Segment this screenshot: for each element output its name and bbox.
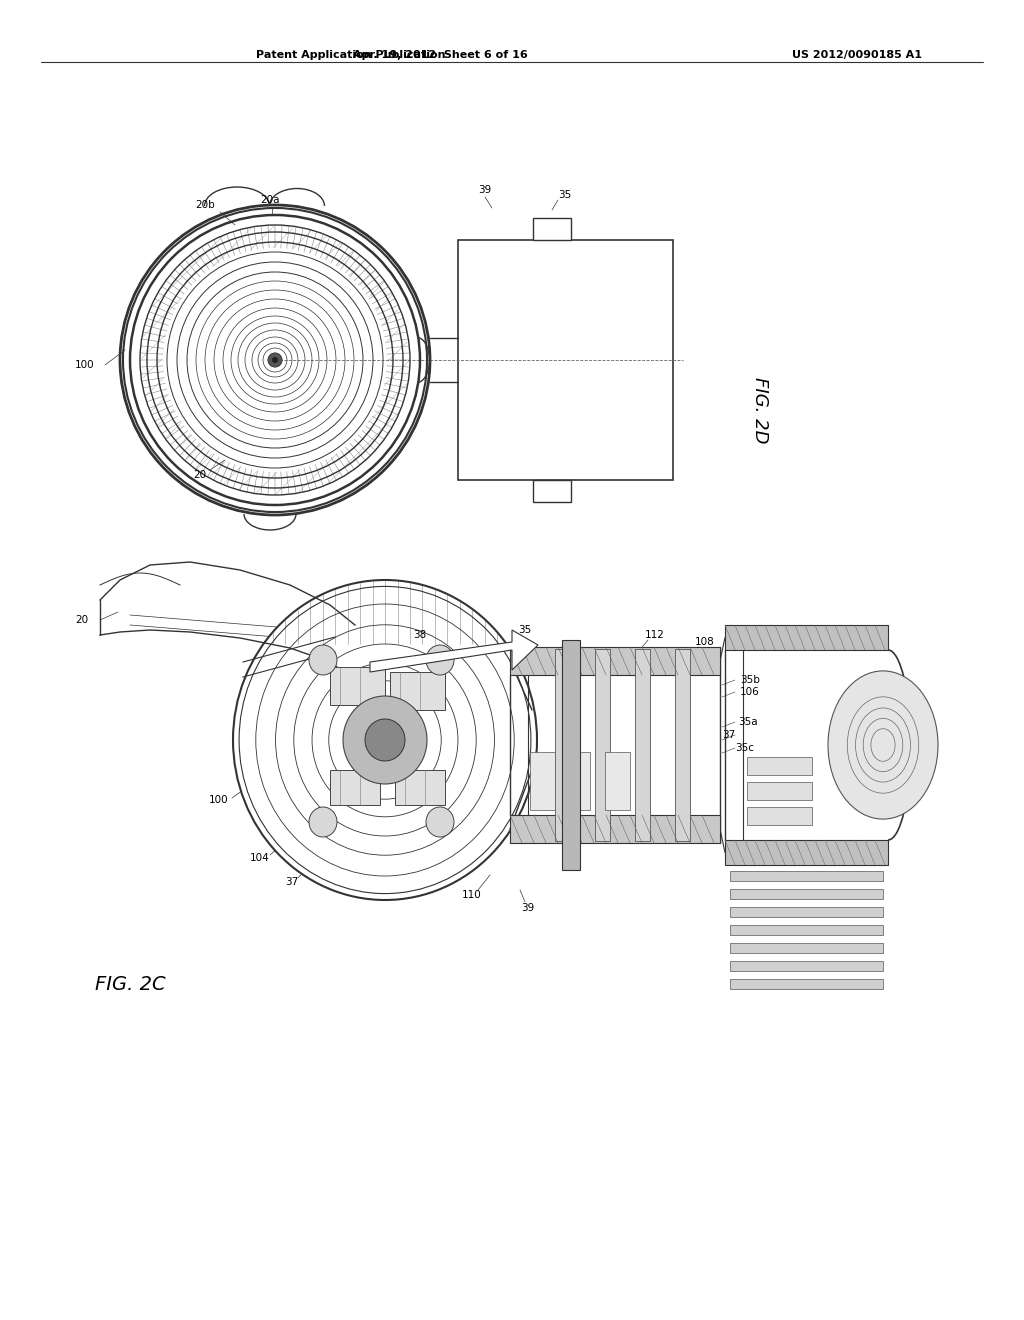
Text: 20a: 20a: [260, 195, 280, 205]
Ellipse shape: [828, 671, 938, 820]
Text: 35: 35: [558, 190, 571, 201]
Ellipse shape: [309, 645, 337, 675]
Bar: [746, 756, 812, 775]
Text: 35c: 35c: [735, 743, 754, 752]
Bar: [562, 640, 580, 870]
Bar: [510, 814, 720, 843]
Ellipse shape: [426, 807, 454, 837]
Bar: [730, 888, 883, 899]
Bar: [390, 672, 445, 710]
Text: 35: 35: [518, 624, 531, 635]
Text: 110: 110: [462, 890, 482, 900]
Text: 106: 106: [740, 686, 760, 697]
Bar: [534, 218, 571, 240]
Bar: [530, 751, 555, 810]
Bar: [725, 840, 888, 865]
Bar: [458, 240, 673, 480]
Text: 108: 108: [695, 638, 715, 647]
Text: 35a: 35a: [738, 717, 758, 727]
Bar: [725, 624, 888, 649]
Bar: [330, 667, 385, 705]
Text: 38: 38: [414, 630, 427, 640]
Bar: [635, 649, 650, 841]
Circle shape: [120, 205, 430, 515]
Bar: [730, 925, 883, 935]
Bar: [730, 961, 883, 972]
Text: 104: 104: [250, 853, 270, 863]
Bar: [595, 649, 610, 841]
Bar: [746, 807, 812, 825]
Bar: [330, 770, 380, 805]
Text: Apr. 19, 2012  Sheet 6 of 16: Apr. 19, 2012 Sheet 6 of 16: [353, 50, 527, 59]
Ellipse shape: [233, 579, 537, 900]
Ellipse shape: [365, 719, 406, 762]
Bar: [555, 649, 570, 841]
Bar: [675, 649, 690, 841]
Bar: [510, 647, 720, 675]
Bar: [605, 751, 630, 810]
Bar: [565, 751, 590, 810]
Text: 20b: 20b: [196, 201, 215, 210]
Text: 39: 39: [478, 185, 492, 195]
Bar: [395, 770, 445, 805]
Bar: [730, 871, 883, 880]
Polygon shape: [370, 630, 538, 672]
Text: 112: 112: [645, 630, 665, 640]
Ellipse shape: [426, 645, 454, 675]
Text: 35b: 35b: [740, 675, 760, 685]
Text: 39: 39: [521, 903, 535, 913]
Circle shape: [272, 356, 278, 363]
Text: 100: 100: [208, 795, 228, 805]
Bar: [730, 979, 883, 989]
Text: Patent Application Publication: Patent Application Publication: [256, 50, 445, 59]
Text: 37: 37: [722, 730, 735, 741]
Bar: [730, 907, 883, 917]
Circle shape: [268, 352, 282, 367]
Ellipse shape: [309, 807, 337, 837]
Text: 20: 20: [76, 615, 88, 624]
Bar: [746, 781, 812, 800]
Text: FIG. 2D: FIG. 2D: [751, 376, 769, 444]
Text: FIG. 2C: FIG. 2C: [94, 975, 165, 994]
Text: 20: 20: [194, 470, 207, 480]
Text: 100: 100: [75, 360, 95, 370]
Bar: [730, 942, 883, 953]
Ellipse shape: [343, 696, 427, 784]
Bar: [534, 480, 571, 502]
Text: US 2012/0090185 A1: US 2012/0090185 A1: [792, 50, 922, 59]
Text: 37: 37: [286, 876, 299, 887]
